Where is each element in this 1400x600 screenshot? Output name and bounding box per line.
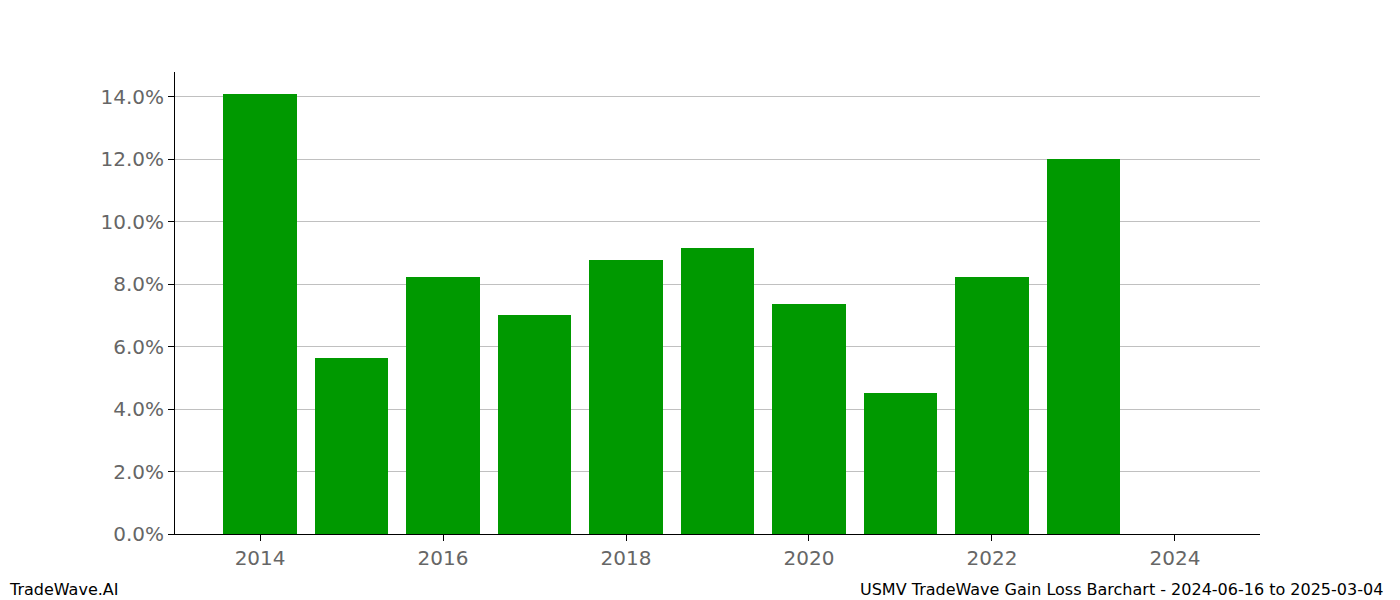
svg-text:USMV TradeWave Gain Loss Barch: USMV TradeWave Gain Loss Barchart - 2024… — [860, 580, 1383, 599]
svg-text:6.0%: 6.0% — [113, 335, 164, 359]
svg-text:10.0%: 10.0% — [100, 210, 164, 234]
svg-text:4.0%: 4.0% — [113, 397, 164, 421]
svg-text:12.0%: 12.0% — [100, 147, 164, 171]
svg-text:TradeWave.AI: TradeWave.AI — [9, 580, 118, 599]
svg-text:2016: 2016 — [418, 546, 469, 570]
svg-text:0.0%: 0.0% — [113, 522, 164, 546]
svg-text:2024: 2024 — [1149, 546, 1200, 570]
svg-text:2020: 2020 — [784, 546, 835, 570]
svg-text:2018: 2018 — [601, 546, 652, 570]
svg-text:8.0%: 8.0% — [113, 272, 164, 296]
svg-text:2022: 2022 — [966, 546, 1017, 570]
svg-text:14.0%: 14.0% — [100, 85, 164, 109]
svg-text:2014: 2014 — [235, 546, 286, 570]
svg-text:2.0%: 2.0% — [113, 460, 164, 484]
